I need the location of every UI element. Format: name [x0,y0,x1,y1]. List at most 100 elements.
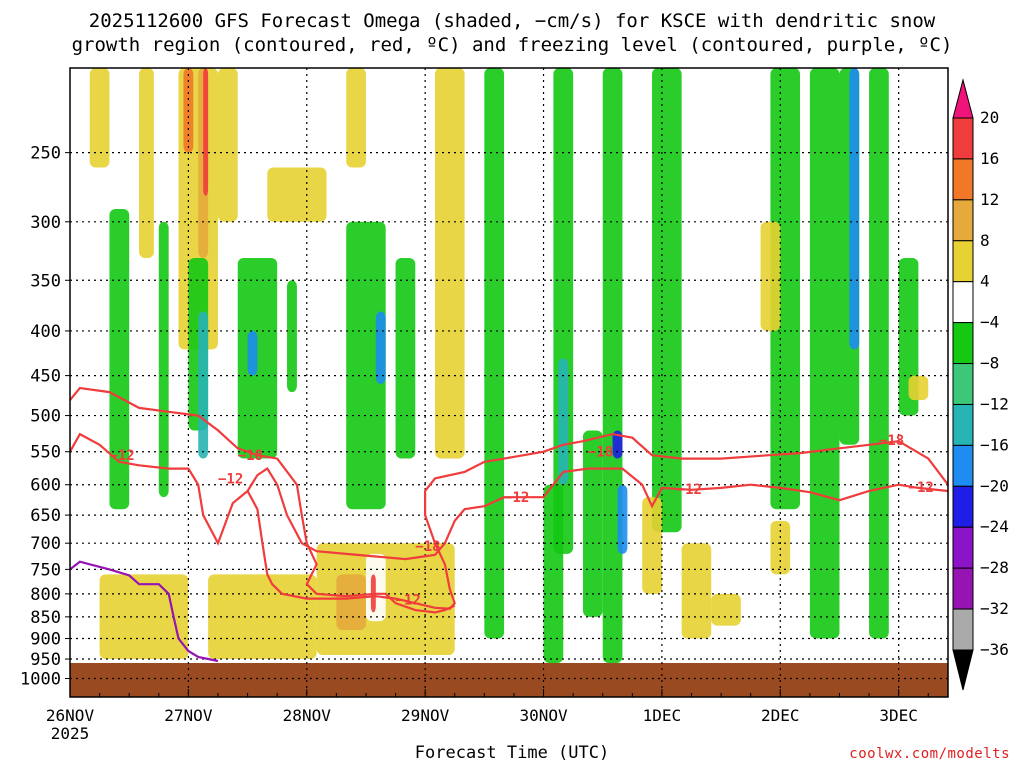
plot-frame [69,67,949,698]
omega-shading-cell [602,68,623,664]
colorbar-label: −12 [980,394,1009,413]
colorbar-box [952,526,974,569]
contour-line [246,432,949,610]
omega-shading-cell [642,497,662,594]
contour-line [69,432,949,561]
colorbar-label: −32 [980,599,1009,618]
y-tick-label: 250 [30,144,61,164]
omega-shading-cell [346,221,386,510]
contour-label: −12 [677,482,702,498]
omega-shading-cell [711,593,741,626]
contour-label: −12 [218,471,243,487]
y-tick-label: 300 [30,213,61,233]
x-tick-label: 3DEC [879,706,918,725]
y-tick-label: 400 [30,322,61,342]
omega-shading-cell [346,68,366,168]
y-tick-label: 600 [30,476,61,496]
colorbar-label: 12 [980,190,999,209]
colorbar-box [952,363,974,405]
y-tick-label: 850 [30,608,61,628]
y-tick-label: 800 [30,585,61,605]
omega-shading-cell [770,68,801,510]
omega-shading-cell [217,68,238,222]
colorbar-box [952,322,974,365]
contour-label: −18 [238,448,263,464]
colorbar-label: −24 [980,517,1009,536]
omega-shading-cell [681,543,712,639]
colorbar-label: 20 [980,108,999,127]
omega-shading-cell [139,68,154,258]
omega-shading-cell [158,221,169,498]
x-tick-label: 27NOV [164,706,213,725]
omega-shading-cell [908,375,929,401]
omega-shading-cell [198,311,209,459]
x-tick-label: 2DEC [761,706,800,725]
colorbar-box [952,117,974,160]
colorbar-box [952,199,974,242]
colorbar-top-arrow [952,78,974,119]
chart-title-line-2: growth region (contoured, red, ºC) and f… [71,34,953,56]
x-tick-label: 1DEC [643,706,682,725]
omega-shading-cell [484,68,505,639]
x-tick-sublabel: 2025 [51,724,90,743]
omega-shading-cell [395,257,416,459]
contour-label: −12 [396,592,421,608]
omega-shading-cell [89,68,110,168]
x-tick-label: 28NOV [283,706,332,725]
omega-shading-cell [543,484,564,664]
x-tick-label: 30NOV [519,706,568,725]
contour-line [69,386,456,614]
y-tick-label: 550 [30,443,61,463]
omega-shading-cell [849,68,860,350]
colorbar-label: −16 [980,435,1009,454]
colorbar-box [952,158,974,201]
x-tick-label: 29NOV [401,706,450,725]
colorbar-box [952,444,974,487]
credit-text[interactable]: coolwx.com/modelts [849,746,1010,762]
colorbar-label: −28 [980,558,1009,577]
colorbar-box [952,281,974,324]
colorbar-label: −36 [980,640,1009,659]
colorbar-label: 16 [980,149,999,168]
x-tick-label: 26NOV [46,706,95,725]
y-tick-label: 650 [30,506,61,526]
omega-shading-cell [617,484,628,554]
contour-label: −12 [504,490,529,506]
omega-shading-cell [336,574,366,631]
omega-shading-cell [287,280,297,393]
y-tick-label: 750 [30,560,61,580]
omega-shading-cell [247,330,258,376]
colorbar-label: −20 [980,476,1009,495]
omega-shading-cell [770,520,791,575]
omega-shading-cell [760,221,781,331]
colorbar-label: −4 [980,313,999,332]
omega-shading-cell [869,68,889,639]
colorbar-box [952,567,974,610]
contour-label: −18 [588,445,613,461]
colorbar-box [952,403,974,446]
colorbar-box [952,485,974,528]
colorbar-label: −8 [980,354,999,373]
omega-shading-cell [558,358,569,485]
y-tick-label: 350 [30,271,61,291]
contour-line [69,560,219,663]
omega-shading-cell [612,430,623,459]
y-tick-label: 500 [30,407,61,427]
colorbar-label: 4 [980,272,990,291]
omega-shading-cell [582,430,603,617]
surface-ground [70,663,948,697]
x-axis-title: Forecast Time (UTC) [414,743,610,763]
y-tick-label: 950 [30,650,61,670]
contour-label: −18 [879,433,904,449]
contour-label: −12 [909,480,934,496]
omega-shading-cell [375,311,386,384]
contour-label: −18 [415,539,440,555]
omega-shading-cell [652,68,682,533]
y-tick-label: 700 [30,534,61,554]
omega-shading-cell [435,68,465,459]
y-tick-label: 900 [30,630,61,650]
omega-shading-cell [203,68,209,196]
y-tick-label: 450 [30,367,61,387]
chart-title-line-1: 2025112600 GFS Forecast Omega (shaded, −… [88,10,936,32]
